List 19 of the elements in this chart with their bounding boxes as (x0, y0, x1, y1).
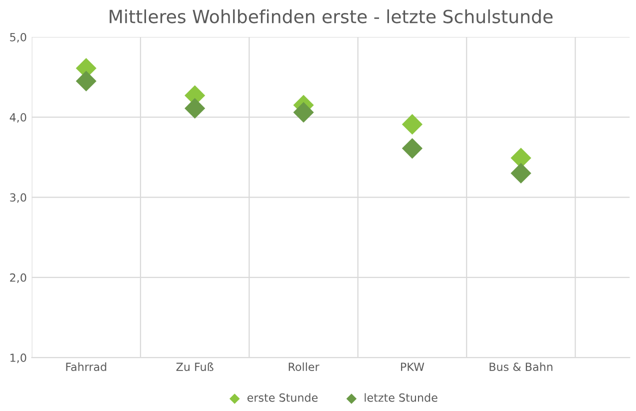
point (402, 114, 423, 135)
point (76, 70, 96, 92)
y-tick-label: 5,0 (10, 32, 26, 43)
legend-label: letzte Stunde (364, 393, 438, 402)
x-tick-label: PKW (401, 362, 424, 371)
point (510, 162, 532, 184)
y-tick-label: 1,0 (10, 354, 26, 364)
point (184, 98, 206, 119)
chart-title: Mittleres Wohlbefinden erste - letzte Schulstunde (110, 9, 553, 24)
point (402, 138, 423, 159)
legend-label: erste Stunde (247, 393, 318, 402)
point (293, 102, 314, 123)
x-tick-label: Zu Fuß (176, 362, 214, 372)
y-tick-label: 4,0 (10, 113, 26, 123)
x-tick-label: Fahrrad (66, 362, 106, 372)
x-tick-label: Roller (288, 362, 320, 372)
x-tick-label: Bus & Bahn (490, 362, 552, 372)
y-tick-label: 3,0 (10, 193, 26, 203)
y-tick-label: 2,0 (10, 273, 26, 283)
